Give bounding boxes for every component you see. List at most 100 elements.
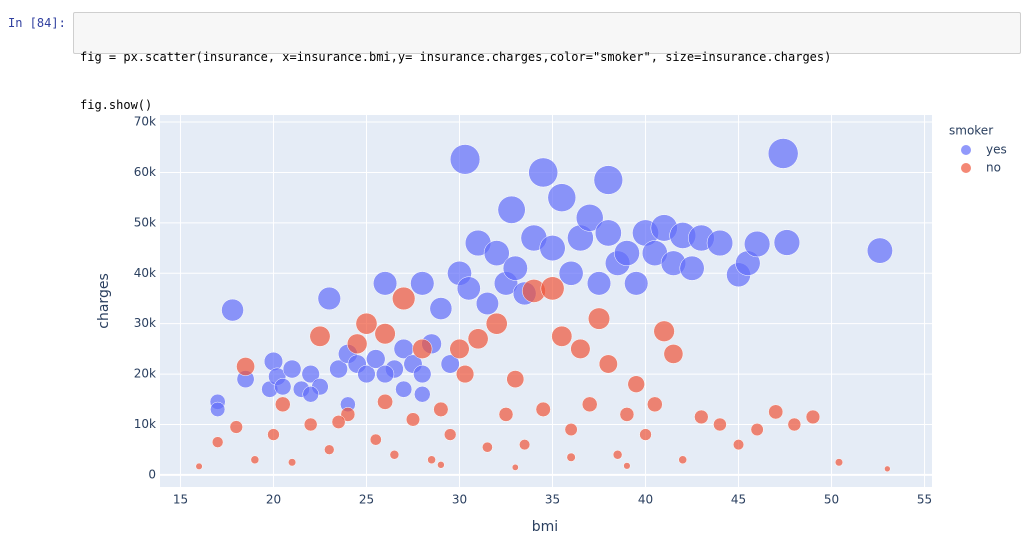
point bbox=[805, 409, 821, 425]
point bbox=[366, 349, 386, 369]
point bbox=[440, 354, 460, 374]
point bbox=[210, 401, 226, 417]
point bbox=[884, 465, 891, 473]
point bbox=[551, 325, 573, 347]
point bbox=[443, 428, 457, 441]
x-tick-label: 55 bbox=[917, 493, 932, 507]
y-tick-label: 0 bbox=[148, 467, 156, 481]
point bbox=[639, 428, 652, 441]
point bbox=[653, 320, 675, 342]
x-tick-label: 15 bbox=[173, 493, 188, 507]
point bbox=[528, 157, 559, 188]
point bbox=[623, 462, 631, 470]
legend-label: yes bbox=[986, 143, 1007, 157]
point bbox=[713, 417, 727, 432]
x-tick-label: 20 bbox=[266, 493, 281, 507]
point bbox=[267, 428, 280, 441]
point bbox=[357, 364, 376, 384]
legend-marker bbox=[961, 163, 971, 173]
point bbox=[627, 375, 645, 393]
point bbox=[414, 385, 431, 403]
point bbox=[389, 449, 400, 460]
point bbox=[768, 404, 784, 420]
point bbox=[612, 449, 623, 460]
point bbox=[437, 461, 445, 469]
point bbox=[229, 420, 243, 434]
point bbox=[302, 385, 319, 403]
point bbox=[773, 229, 801, 256]
point bbox=[324, 444, 335, 455]
point bbox=[413, 364, 432, 384]
y-tick-label: 50k bbox=[134, 215, 156, 229]
point bbox=[619, 407, 635, 422]
x-tick-label: 50 bbox=[824, 493, 839, 507]
point bbox=[614, 240, 640, 266]
point bbox=[482, 441, 493, 453]
point bbox=[211, 436, 224, 448]
point bbox=[663, 344, 684, 364]
point bbox=[475, 292, 499, 315]
point bbox=[317, 286, 341, 311]
point bbox=[395, 380, 413, 398]
point bbox=[624, 271, 649, 296]
point bbox=[412, 338, 433, 359]
point bbox=[834, 458, 844, 467]
point bbox=[309, 325, 331, 347]
point bbox=[456, 276, 481, 301]
point bbox=[694, 409, 709, 425]
point bbox=[449, 144, 481, 175]
point bbox=[373, 271, 398, 296]
point bbox=[678, 455, 688, 465]
y-tick-label: 20k bbox=[134, 367, 156, 381]
point bbox=[274, 378, 292, 396]
y-tick-label: 60k bbox=[134, 165, 156, 179]
point bbox=[410, 271, 435, 296]
point bbox=[263, 351, 284, 372]
point bbox=[433, 401, 449, 417]
x-tick-label: 45 bbox=[731, 493, 746, 507]
point bbox=[331, 415, 346, 429]
point bbox=[547, 183, 577, 212]
point bbox=[449, 338, 470, 359]
point bbox=[502, 255, 528, 281]
point bbox=[346, 333, 368, 355]
point bbox=[301, 364, 320, 384]
point bbox=[866, 237, 893, 264]
point bbox=[539, 235, 566, 262]
point bbox=[377, 393, 394, 410]
legend-marker bbox=[961, 145, 971, 155]
legend-label: no bbox=[986, 161, 1001, 175]
y-tick-label: 30k bbox=[134, 316, 156, 330]
point bbox=[744, 230, 771, 258]
point bbox=[274, 396, 291, 413]
y-tick-label: 10k bbox=[134, 417, 156, 431]
point bbox=[429, 297, 453, 320]
point bbox=[750, 423, 764, 437]
point bbox=[679, 255, 705, 281]
point bbox=[195, 462, 203, 470]
code-cell[interactable]: fig = px.scatter(insurance, x=insurance.… bbox=[73, 12, 1021, 112]
point bbox=[303, 417, 318, 432]
point bbox=[375, 364, 395, 384]
point bbox=[535, 401, 551, 417]
point bbox=[497, 195, 526, 224]
point bbox=[540, 276, 565, 301]
point bbox=[483, 240, 510, 266]
point bbox=[566, 452, 576, 462]
cell-prompt: In [84]: bbox=[8, 16, 66, 30]
point bbox=[369, 433, 382, 446]
x-tick-label: 35 bbox=[545, 493, 560, 507]
point bbox=[581, 396, 598, 413]
point bbox=[236, 357, 255, 376]
point bbox=[647, 396, 663, 413]
point bbox=[485, 312, 508, 335]
point bbox=[455, 364, 475, 384]
point bbox=[498, 407, 514, 422]
point bbox=[288, 458, 297, 467]
point bbox=[250, 455, 260, 465]
x-tick-label: 25 bbox=[359, 493, 374, 507]
point bbox=[586, 271, 612, 296]
point bbox=[329, 359, 348, 379]
legend-title: smoker bbox=[949, 124, 993, 138]
